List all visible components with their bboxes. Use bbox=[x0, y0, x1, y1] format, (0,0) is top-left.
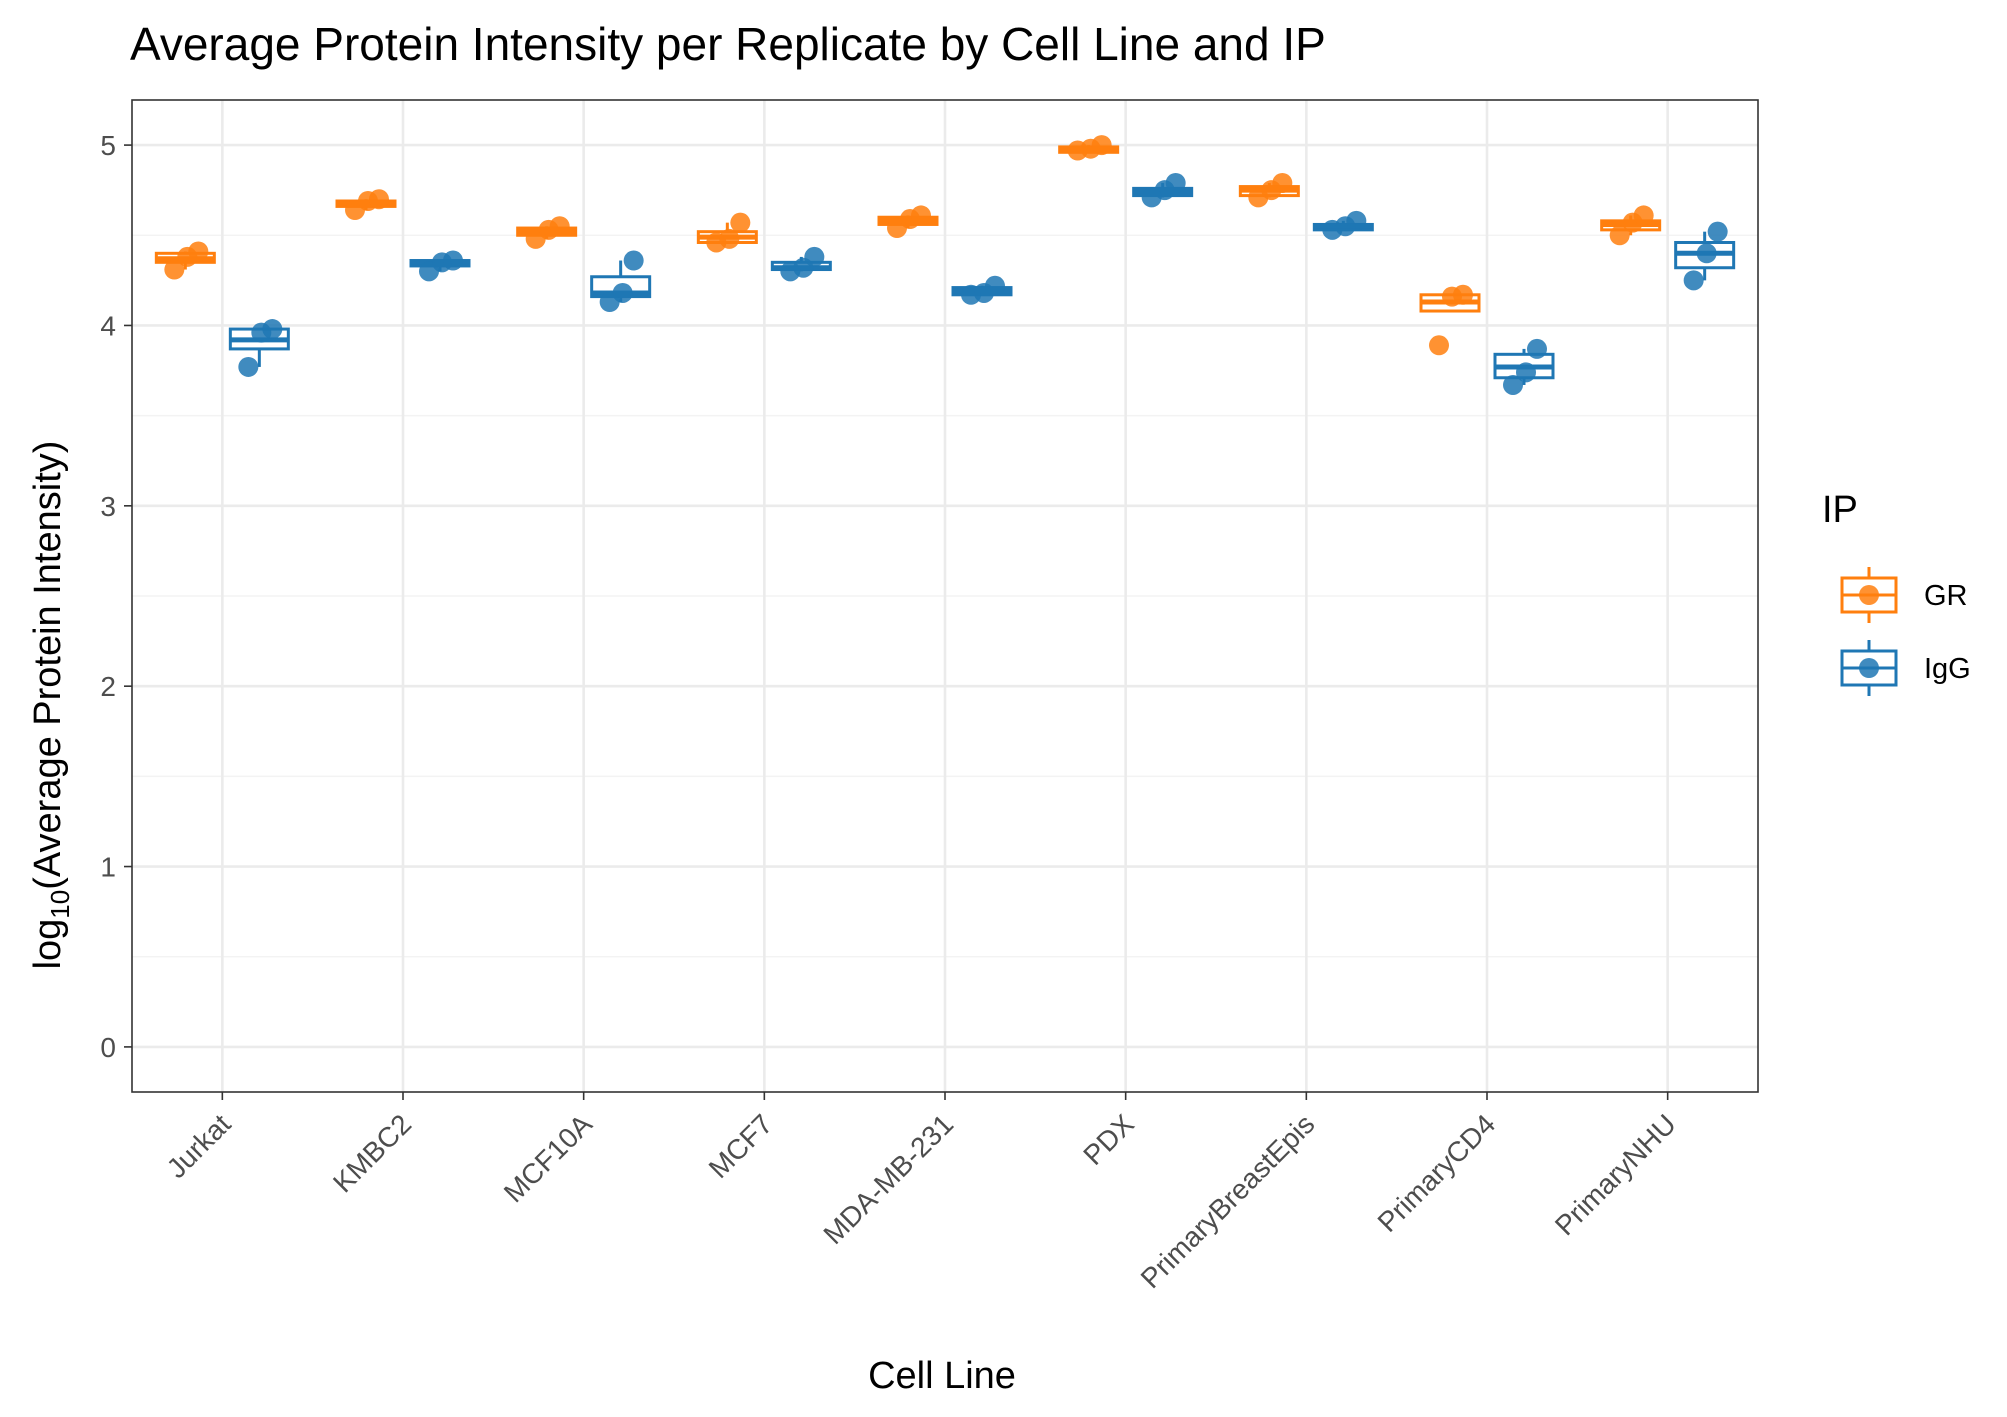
y-tick-label: 3 bbox=[100, 491, 116, 522]
data-point-gr bbox=[1633, 205, 1654, 226]
x-tick-label: PrimaryCD4 bbox=[1372, 1108, 1502, 1238]
y-tick-label: 5 bbox=[100, 130, 116, 161]
x-axis-title: Cell Line bbox=[868, 1355, 1016, 1397]
legend-key-point bbox=[1859, 658, 1879, 678]
data-point-igg bbox=[262, 319, 283, 340]
data-point-gr bbox=[549, 216, 570, 237]
data-point-gr bbox=[730, 212, 751, 233]
data-point-igg bbox=[443, 250, 463, 271]
data-point-gr bbox=[1272, 172, 1293, 193]
x-axis: Jurkat KMBC2 MCF10A MCF7 MDA-MB-231 PDXPrimar… bbox=[161, 1092, 1682, 1294]
data-point-gr bbox=[1429, 335, 1449, 356]
y-tick-label: 1 bbox=[100, 852, 116, 883]
plot-panel bbox=[131, 99, 1759, 1093]
data-point-igg bbox=[985, 275, 1005, 296]
data-point-igg bbox=[1165, 172, 1186, 193]
x-tick-label: MCF7 bbox=[703, 1108, 779, 1184]
data-point-igg bbox=[1527, 338, 1547, 359]
data-point-igg bbox=[1683, 270, 1704, 291]
data-point-gr bbox=[911, 205, 931, 226]
y-tick-label: 4 bbox=[100, 310, 116, 341]
data-point-igg bbox=[1503, 374, 1523, 395]
data-point-igg bbox=[1707, 221, 1728, 242]
y-tick-label: 2 bbox=[100, 671, 116, 702]
legend-title: IP bbox=[1822, 489, 1858, 531]
legend-key-point bbox=[1859, 585, 1879, 605]
data-point-igg bbox=[238, 356, 259, 377]
legend-key-gr bbox=[1840, 567, 1898, 623]
data-point-igg bbox=[1696, 243, 1717, 264]
data-point-gr bbox=[1609, 225, 1630, 246]
chart-title: Average Protein Intensity per Replicate … bbox=[130, 18, 1326, 70]
x-tick-label: PrimaryBreastEpis bbox=[1135, 1108, 1321, 1294]
legend-label-igg: IgG bbox=[1924, 653, 1971, 685]
data-point-gr bbox=[188, 241, 209, 262]
x-tick-label: MCF10A bbox=[498, 1108, 598, 1208]
data-point-gr bbox=[369, 189, 389, 210]
x-tick-label: PrimaryNHU bbox=[1549, 1108, 1682, 1241]
legend: IP GR IgG bbox=[1822, 489, 1971, 696]
legend-key-igg bbox=[1840, 640, 1898, 696]
data-point-igg bbox=[1346, 210, 1367, 231]
x-tick-label: KMBC2 bbox=[327, 1108, 417, 1198]
data-point-gr bbox=[1453, 284, 1473, 305]
data-point-igg bbox=[623, 250, 644, 271]
y-axis-title: log10(Average Protein Intensity) bbox=[27, 441, 75, 970]
data-point-igg bbox=[1516, 362, 1536, 383]
legend-label-gr: GR bbox=[1924, 580, 1968, 612]
y-tick-label: 0 bbox=[100, 1032, 116, 1063]
data-point-igg bbox=[612, 282, 633, 303]
x-tick-label: Jurkat bbox=[161, 1108, 237, 1184]
data-point-gr bbox=[1091, 135, 1112, 156]
data-point-gr bbox=[164, 259, 185, 280]
data-point-gr bbox=[719, 228, 740, 249]
x-tick-label: MDA-MB-231 bbox=[817, 1108, 959, 1250]
y-axis: 0 1 2 3 4 5 bbox=[100, 130, 132, 1063]
data-point-igg bbox=[804, 246, 825, 267]
x-tick-label: PDX bbox=[1077, 1108, 1140, 1171]
